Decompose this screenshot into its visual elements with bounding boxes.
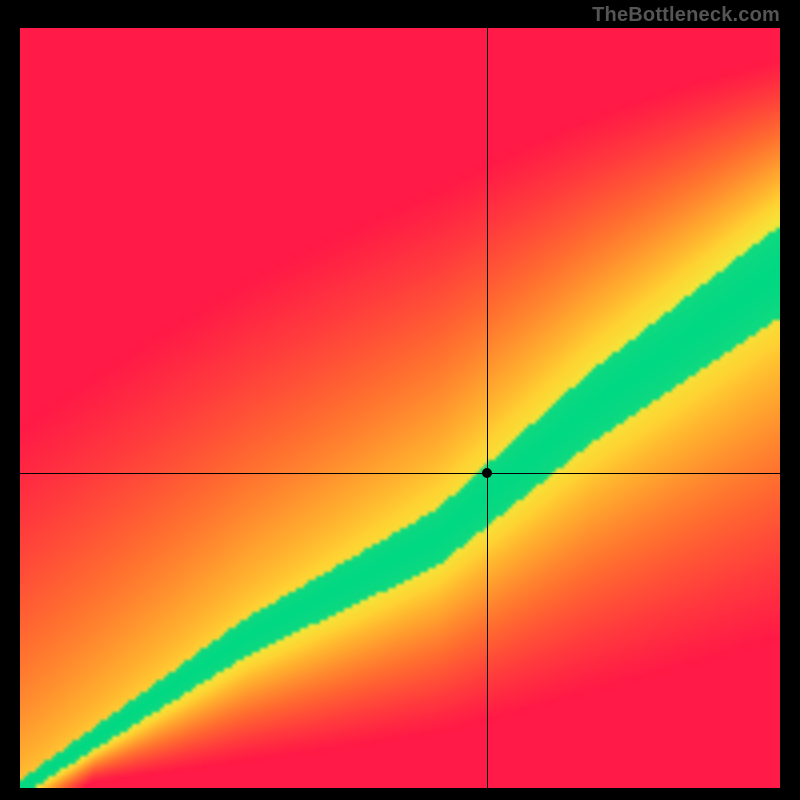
plot-area bbox=[20, 28, 780, 788]
outer-frame: TheBottleneck.com bbox=[0, 0, 800, 800]
heatmap-canvas bbox=[20, 28, 780, 788]
watermark-text: TheBottleneck.com bbox=[592, 4, 780, 27]
